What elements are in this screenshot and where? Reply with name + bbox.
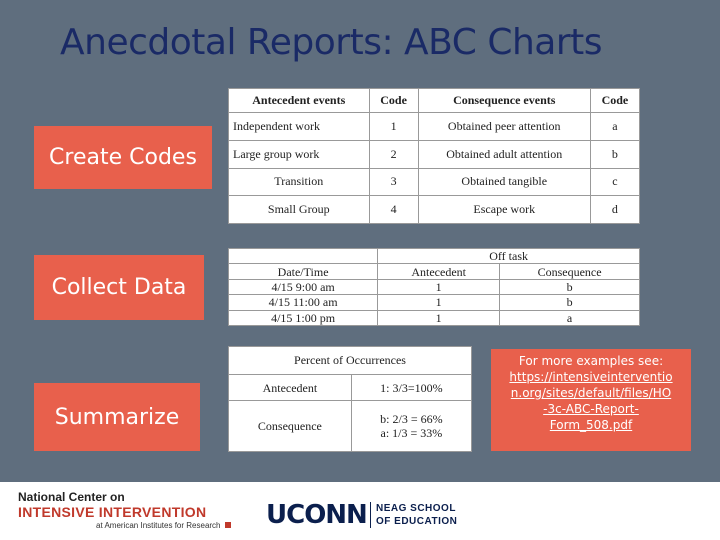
table-cell: Consequence — [228, 400, 352, 452]
table-cell: 1 — [377, 278, 501, 296]
table-row: Small Group 4 Escape work d — [228, 195, 641, 224]
table-cell: 4/15 1:00 pm — [227, 309, 379, 327]
table-row: 4/15 11:00 am 1 b — [227, 294, 640, 311]
table-cell: b — [499, 278, 640, 296]
summary-table: Percent of Occurrences Antecedent 1: 3/3… — [228, 346, 473, 452]
table-header-cell: Consequence — [499, 263, 640, 280]
table-cell: 1 — [377, 294, 501, 311]
link-line: Form_508.pdf — [549, 418, 633, 432]
table-cell: a — [499, 309, 640, 327]
nci-logo-line2: INTENSIVE INTERVENTION — [18, 504, 207, 520]
table-header-cell: Code — [589, 87, 641, 114]
table-cell: d — [589, 195, 641, 224]
table-cell: 4 — [368, 195, 419, 224]
table-cell: 1 — [368, 112, 419, 141]
more-examples-intro: For more examples see: — [518, 354, 664, 368]
table-header-cell: Antecedent events — [228, 87, 370, 114]
table-cell: Antecedent — [228, 373, 352, 402]
table-cell: 1: 3/3=100% — [350, 373, 473, 402]
link-line: https://intensiveinterventio — [509, 370, 673, 384]
table-header-cell: Consequence events — [417, 87, 591, 114]
table-row: Large group work 2 Obtained adult attent… — [228, 139, 641, 169]
nci-logo-subtext: at American Institutes for Research — [96, 521, 221, 530]
footer — [0, 482, 720, 540]
table-row: Consequence b: 2/3 = 66% a: 1/3 = 33% — [228, 400, 473, 452]
summary-value: b: 2/3 = 66% — [380, 412, 443, 427]
table-header-cell: Code — [368, 87, 419, 114]
logo-divider — [370, 502, 371, 528]
table-row: Independent work 1 Obtained peer attenti… — [228, 112, 641, 141]
table-cell: Escape work — [417, 195, 591, 224]
table-cell: 3 — [368, 167, 419, 197]
neag-logo-line1: NEAG SCHOOL — [376, 503, 456, 514]
table-group-header-row: Off task — [227, 247, 640, 265]
table-header-row: Date/Time Antecedent Consequence — [227, 263, 640, 280]
table-cell: b — [589, 139, 641, 169]
table-cell: Large group work — [228, 139, 370, 169]
table-cell: c — [589, 167, 641, 197]
table-cell: Obtained adult attention — [417, 139, 591, 169]
table-cell: 1 — [377, 309, 501, 327]
more-examples-callout: For more examples see: https://intensive… — [491, 349, 691, 451]
table-row: Transition 3 Obtained tangible c — [228, 167, 641, 197]
create-codes-label: Create Codes — [34, 126, 212, 189]
table-cell: b — [499, 294, 640, 311]
table-row: 4/15 9:00 am 1 b — [227, 278, 640, 296]
summarize-label: Summarize — [34, 383, 200, 451]
table-cell: Independent work — [228, 112, 370, 141]
table-header-row: Antecedent events Code Consequence event… — [228, 87, 641, 114]
table-cell: Small Group — [228, 195, 370, 224]
table-header-cell: Antecedent — [377, 263, 501, 280]
table-group-header: Off task — [377, 247, 640, 265]
table-cell: Obtained tangible — [417, 167, 591, 197]
table-header-cell: Date/Time — [227, 263, 379, 280]
table-cell: 4/15 11:00 am — [227, 294, 379, 311]
table-cell: Transition — [228, 167, 370, 197]
more-examples-link[interactable]: https://intensiveinterventio n.org/sites… — [491, 369, 691, 433]
data-table: Off task Date/Time Antecedent Consequenc… — [227, 247, 640, 327]
summary-value: a: 1/3 = 33% — [380, 426, 443, 441]
neag-logo-line2: OF EDUCATION — [376, 516, 458, 527]
table-header-cell: Percent of Occurrences — [228, 346, 472, 375]
table-cell: b: 2/3 = 66% a: 1/3 = 33% — [350, 400, 473, 452]
nci-logo-line1: National Center on — [18, 490, 125, 504]
uconn-logo: UCONN — [266, 500, 368, 530]
codes-table: Antecedent events Code Consequence event… — [228, 87, 641, 224]
collect-data-label: Collect Data — [34, 255, 204, 320]
table-header-cell — [227, 247, 379, 264]
table-row: 4/15 1:00 pm 1 a — [227, 309, 640, 327]
table-cell: a — [589, 112, 641, 141]
table-cell: 2 — [368, 139, 419, 169]
square-icon — [224, 522, 231, 528]
table-row: Antecedent 1: 3/3=100% — [228, 373, 473, 402]
link-line: n.org/sites/default/files/HO — [510, 386, 672, 400]
link-line: -3c-ABC-Report- — [543, 402, 639, 416]
table-header-row: Percent of Occurrences — [228, 346, 472, 375]
slide-title: Anecdotal Reports: ABC Charts — [60, 22, 603, 63]
nci-logo-line3: at American Institutes for Research — [96, 521, 231, 530]
table-cell: 4/15 9:00 am — [227, 278, 379, 296]
table-cell: Obtained peer attention — [417, 112, 591, 141]
